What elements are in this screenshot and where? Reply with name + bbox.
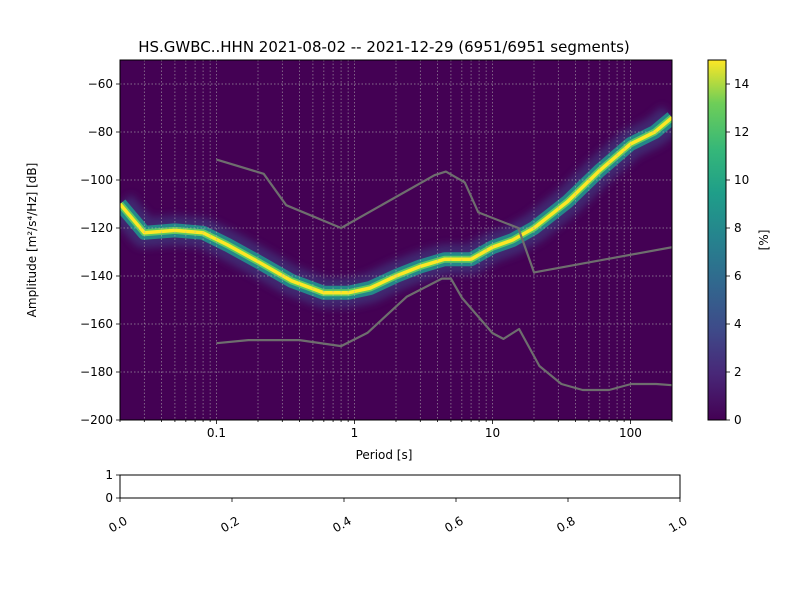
y-tick-label: −120 [80,221,113,235]
noise-model-line-nhnm [216,158,672,274]
secondary-plot-frame [119,474,681,499]
x-tick-label: 10 [485,426,500,440]
secondary-y-tick-label: 1 [105,468,113,482]
probability-density [120,106,672,308]
ppsd-axes: 0.1 1 10 100 −200 −180 −160 −140 −120 −100 −80 −60… [25,38,673,462]
colorbar-gradient [707,59,727,421]
colorbar-ticks: 0 2 4 6 8 10 12 14 [726,77,749,427]
y-tick-label: −200 [80,413,113,427]
secondary-x-tick-label: 0.8 [554,514,578,536]
colorbar-tick-label: 6 [734,269,742,283]
colorbar-tick-label: 14 [734,77,749,91]
secondary-x-tick-label: 0.2 [218,514,242,536]
secondary-x-tick-label: 0.6 [442,514,466,536]
secondary-axes: 0.0 0.2 0.4 0.6 0.8 1.0 01 [105,468,689,535]
colorbar-tick-label: 2 [734,365,742,379]
x-tick-label: 100 [619,426,642,440]
noise-model-line-nlnm [216,277,672,392]
secondary-y-tick-label: 0 [105,491,113,505]
y-axis-label: Amplitude [m²/s⁴/Hz] [dB] [25,163,39,318]
colorbar-label: [%] [757,230,771,251]
y-tick-label: −80 [88,125,113,139]
secondary-x-tick-label: 0.4 [330,514,354,536]
colorbar-tick-label: 8 [734,221,742,235]
secondary-x-axis-ticks: 0.0 0.2 0.4 0.6 0.8 1.0 [106,498,690,535]
x-tick-label: 0.1 [207,426,226,440]
y-tick-label: −160 [80,317,113,331]
y-tick-label: −100 [80,173,113,187]
noise-models [216,158,672,392]
x-axis-ticks: 0.1 1 10 100 [119,420,673,440]
y-tick-label: −60 [88,77,113,91]
y-tick-label: −180 [80,365,113,379]
grid [120,60,672,420]
colorbar-tick-label: 4 [734,317,742,331]
chart-title: HS.GWBC..HHN 2021-08-02 -- 2021-12-29 (6… [138,38,630,56]
density-mode [120,116,672,295]
secondary-x-tick-label: 1.0 [666,514,690,536]
y-tick-label: −140 [80,269,113,283]
secondary-x-tick-label: 0.0 [106,514,130,536]
x-axis-label: Period [s] [356,448,413,462]
colorbar: 0 2 4 6 8 10 12 14 [%] [707,59,771,427]
colorbar-tick-label: 12 [734,125,749,139]
colorbar-tick-label: 10 [734,173,749,187]
secondary-y-axis-ticks: 01 [105,468,120,505]
colorbar-tick-label: 0 [734,413,742,427]
y-axis-ticks: −200 −180 −160 −140 −120 −100 −80 −60 [80,77,120,427]
x-tick-label: 1 [351,426,359,440]
